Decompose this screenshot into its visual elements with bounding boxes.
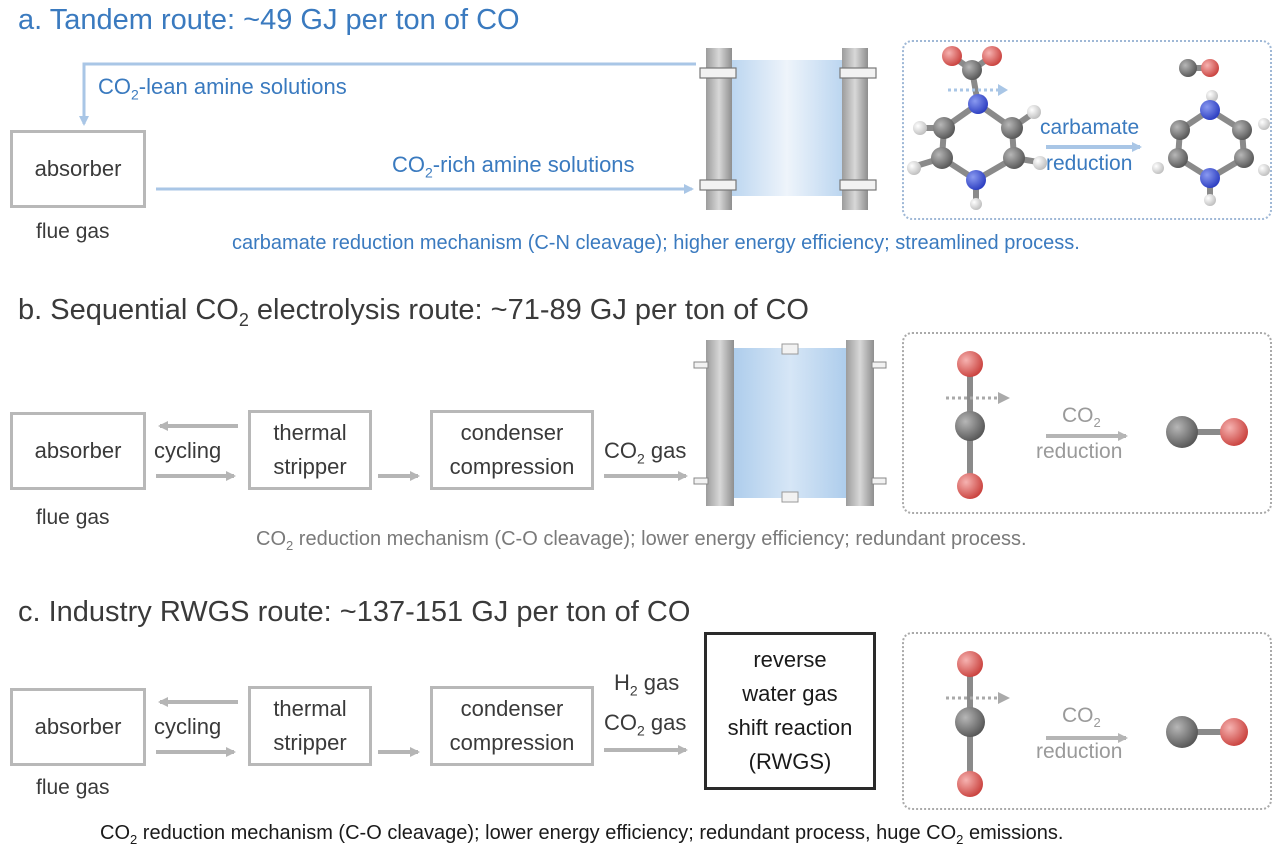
rwgs-line3: shift reaction xyxy=(727,715,853,740)
absorber-box-a: absorber xyxy=(10,130,146,208)
reaction-frame-a xyxy=(902,40,1272,220)
absorber-label-c: absorber xyxy=(34,714,122,739)
co2-reduction-label-c-co: CO xyxy=(1062,704,1094,727)
co2-reduction-label-c: CO2 xyxy=(1062,704,1101,730)
rwgs-line1: reverse xyxy=(753,647,827,672)
electrolyzer-a xyxy=(699,48,877,210)
co-product-a xyxy=(1179,59,1219,77)
lean-amine-arrow xyxy=(79,62,696,126)
absorber-label-b: absorber xyxy=(34,438,122,463)
h2-gas-label-c: H2 gas xyxy=(614,670,679,698)
stripper-line1-b: thermal xyxy=(273,420,347,445)
flue-gas-label-b: flue gas xyxy=(36,506,110,529)
h2-gas-label-c-h: H xyxy=(614,670,630,695)
rwgs-line4: (RWGS) xyxy=(748,749,832,774)
stripper-line1-c: thermal xyxy=(273,696,347,721)
absorber-label-a: absorber xyxy=(34,156,122,181)
condenser-box-b: condenser compression xyxy=(430,410,594,490)
rwgs-line2: water gas xyxy=(742,681,838,706)
panel-c-note-sub: 2 xyxy=(130,832,138,847)
panel-c-title: c. Industry RWGS route: ~137-151 GJ per … xyxy=(18,596,691,628)
co2-gas-label-b-co: CO xyxy=(604,438,637,463)
rich-amine-label-co: CO xyxy=(392,152,425,177)
panel-b-title: b. Sequential CO2 electrolysis route: ~7… xyxy=(18,294,809,331)
co2-gas-label-c: CO2 gas xyxy=(604,710,686,738)
stripper-line2-b: stripper xyxy=(273,454,347,479)
panel-a-note: carbamate reduction mechanism (C-N cleav… xyxy=(232,232,1080,254)
lean-amine-label-text: -lean amine solutions xyxy=(138,74,347,99)
absorber-box-c: absorber xyxy=(10,688,146,766)
co2-molecule-c xyxy=(946,651,1010,797)
panel-b-note-text: reduction mechanism (C-O cleavage); lowe… xyxy=(293,528,1027,550)
co2-molecule-b xyxy=(946,351,1010,499)
h2-gas-label-c-text: gas xyxy=(637,670,680,695)
panel-c-note-post: emissions. xyxy=(963,822,1064,844)
co-product-b xyxy=(1166,416,1248,448)
co2-gas-label-b-sub: 2 xyxy=(637,450,645,467)
cycling-label-b: cycling xyxy=(154,438,222,463)
condenser-box-c: condenser compression xyxy=(430,686,594,766)
panel-b-note-sub: 2 xyxy=(286,538,294,553)
stripper-line2-c: stripper xyxy=(273,730,347,755)
panel-b-title-post: electrolysis route: ~71-89 GJ per ton of… xyxy=(248,294,809,326)
co2-gas-label-c-sub: 2 xyxy=(637,722,645,739)
lean-amine-label-sub: 2 xyxy=(131,86,139,103)
flue-gas-label-c: flue gas xyxy=(36,776,110,799)
condenser-line1-c: condenser xyxy=(460,696,564,721)
co2-gas-label-b-text: gas xyxy=(644,438,687,463)
co2-reduction-label-b-co: CO xyxy=(1062,404,1094,427)
panel-c-note-co: CO xyxy=(100,822,130,844)
co-product-c xyxy=(1166,716,1248,748)
reaction-frame-b xyxy=(902,332,1272,514)
panel-b-note: CO2 reduction mechanism (C-O cleavage); … xyxy=(256,528,1027,553)
co2-reduction-label-b: CO2 xyxy=(1062,404,1101,430)
co2-gas-label-b: CO2 gas xyxy=(604,438,686,466)
co2-reduction-label-c-sub: 2 xyxy=(1093,715,1101,731)
piperazine-molecule xyxy=(1152,90,1270,206)
lean-amine-label-co: CO xyxy=(98,74,131,99)
lean-amine-label: CO2-lean amine solutions xyxy=(98,74,347,102)
reaction-frame-c xyxy=(902,632,1272,810)
flue-gas-label-a: flue gas xyxy=(36,220,110,243)
co2-gas-label-c-co: CO xyxy=(604,710,637,735)
co2-gas-label-c-text: gas xyxy=(644,710,687,735)
cycling-arrows-b xyxy=(156,421,238,481)
rich-amine-label: CO2-rich amine solutions xyxy=(392,152,635,180)
panel-c-note-mid: reduction mechanism (C-O cleavage); lowe… xyxy=(137,822,957,844)
panel-c-note-sub2: 2 xyxy=(956,832,964,847)
electrolyzer-b xyxy=(693,340,887,506)
thermal-stripper-box-b: thermal stripper xyxy=(248,410,372,490)
cycling-label-c: cycling xyxy=(154,714,222,739)
co2-reduction-label-b-sub: 2 xyxy=(1093,415,1101,431)
reduction-label-a: reduction xyxy=(1046,152,1133,175)
carbamate-molecule xyxy=(907,46,1047,210)
panel-b-title-pre: b. Sequential CO xyxy=(18,294,239,326)
rwgs-reactor-box: reverse water gas shift reaction (RWGS) xyxy=(704,632,876,790)
condenser-line1-b: condenser xyxy=(460,420,564,445)
h2-gas-label-c-sub: 2 xyxy=(629,682,638,699)
panel-c-note: CO2 reduction mechanism (C-O cleavage); … xyxy=(100,822,1063,847)
rich-amine-label-text: -rich amine solutions xyxy=(432,152,635,177)
absorber-box-b: absorber xyxy=(10,412,146,490)
panel-b-note-co: CO xyxy=(256,528,286,550)
panel-b-title-sub: 2 xyxy=(238,309,249,330)
reduction-label-c: reduction xyxy=(1036,740,1123,763)
rich-amine-label-sub: 2 xyxy=(425,164,433,181)
cycling-arrows-c xyxy=(156,697,238,757)
thermal-stripper-box-c: thermal stripper xyxy=(248,686,372,766)
condenser-line2-c: compression xyxy=(449,730,575,755)
panel-a-title: a. Tandem route: ~49 GJ per ton of CO xyxy=(18,4,520,36)
reduction-label-b: reduction xyxy=(1036,440,1123,463)
condenser-line2-b: compression xyxy=(449,454,575,479)
carbamate-label: carbamate xyxy=(1040,116,1140,139)
